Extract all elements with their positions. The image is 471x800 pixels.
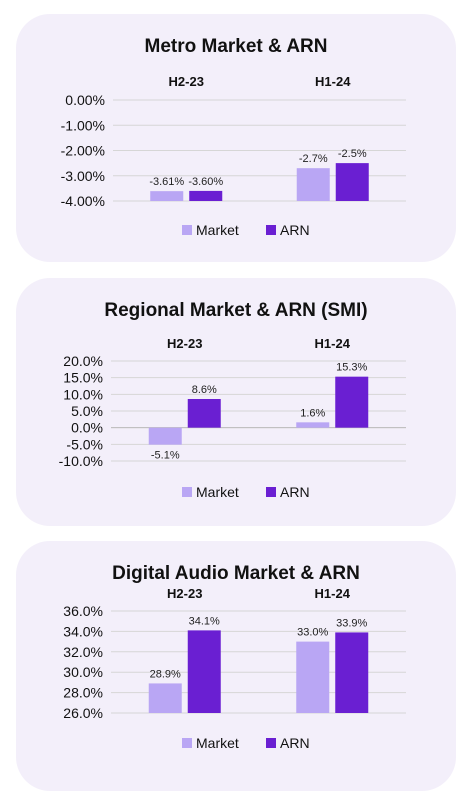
category-label: H1-24 <box>315 74 351 89</box>
bar-market <box>296 422 330 428</box>
legend-label: Market <box>196 484 239 500</box>
legend-swatch-market <box>182 487 192 497</box>
digital-audio-chart: 36.0% 34.0% 32.0% 30.0% 28.0% 26.0% H2-23 28.9%… <box>63 586 406 751</box>
bar-market <box>148 683 182 713</box>
y-tick-label: 20.0% <box>63 353 103 369</box>
bar-arn <box>335 376 369 428</box>
y-tick-label: 0.0% <box>71 420 103 436</box>
y-tick-label: -2.00% <box>61 143 105 159</box>
data-label: -2.5% <box>338 148 367 160</box>
y-tick-label: 32.0% <box>63 644 103 660</box>
bar-arn <box>187 399 221 428</box>
y-tick-label: -4.00% <box>61 193 105 209</box>
bar-arn <box>335 163 369 201</box>
y-tick-label: 36.0% <box>63 603 103 619</box>
y-tick-label: -3.00% <box>61 168 105 184</box>
metro-chart: 0.00% -1.00% -2.00% -3.00% -4.00% H2-23 -3.61%… <box>61 74 406 238</box>
legend-swatch-market <box>182 225 192 235</box>
category-label: H2-23 <box>167 336 202 351</box>
legend-swatch-arn <box>266 225 276 235</box>
legend-swatch-market <box>182 738 192 748</box>
chart-title: Metro Market & ARN <box>144 36 328 57</box>
y-tick-label: 28.0% <box>63 685 103 701</box>
category-label: H1-24 <box>315 336 351 351</box>
data-label: -3.61% <box>149 176 184 188</box>
bar-market <box>148 427 182 445</box>
data-label: 33.0% <box>297 627 328 639</box>
legend-swatch-arn <box>266 487 276 497</box>
y-tick-label: -1.00% <box>61 117 105 133</box>
y-tick-label: 5.0% <box>71 403 103 419</box>
metro-chart-panel: Metro Market & ARN 0.00% -1.00% -2.00% -3.0… <box>16 14 456 262</box>
chart-title: Regional Market & ARN (SMI) <box>104 300 368 321</box>
regional-chart: 20.0%15.0%10.0%5.0%0.0%-5.0%-10.0% H2-23 -… <box>59 336 406 500</box>
bar-market <box>150 191 184 201</box>
bar-arn <box>189 190 223 201</box>
data-label: -3.60% <box>188 176 223 188</box>
y-tick-label: -5.0% <box>66 436 103 452</box>
bar-arn <box>187 630 221 713</box>
data-label: 1.6% <box>300 407 325 419</box>
bar-market <box>296 168 330 201</box>
legend-label: ARN <box>280 735 310 751</box>
legend-label: Market <box>196 222 239 238</box>
category-label: H2-23 <box>167 586 202 601</box>
regional-chart-panel: Regional Market & ARN (SMI) 20.0% 15.0% 10… <box>16 278 456 526</box>
y-tick-label: 30.0% <box>63 664 103 680</box>
legend-label: ARN <box>280 222 310 238</box>
legend-swatch-arn <box>266 738 276 748</box>
category-label: H2-23 <box>169 74 204 89</box>
y-tick-label: 26.0% <box>63 705 103 721</box>
data-label: 15.3% <box>336 362 367 374</box>
data-label: -2.7% <box>299 153 328 165</box>
y-tick-label: 0.00% <box>65 92 105 108</box>
digital-audio-chart-panel: Digital Audio Market & ARN 36.0% 34.0% 32.… <box>16 541 456 791</box>
chart-title: Digital Audio Market & ARN <box>112 563 360 584</box>
data-label: 28.9% <box>150 668 181 680</box>
bar-arn <box>335 632 369 713</box>
bar-market <box>296 641 330 713</box>
y-tick-label: -10.0% <box>59 453 103 469</box>
data-label: 33.9% <box>336 617 367 629</box>
y-tick-label: 10.0% <box>63 386 103 402</box>
y-tick-label: 34.0% <box>63 623 103 639</box>
category-label: H1-24 <box>315 586 351 601</box>
data-label: -5.1% <box>151 450 180 462</box>
data-label: 34.1% <box>189 615 220 627</box>
legend-label: Market <box>196 735 239 751</box>
y-tick-label: 15.0% <box>63 370 103 386</box>
legend-label: ARN <box>280 484 310 500</box>
data-label: 8.6% <box>192 384 217 396</box>
